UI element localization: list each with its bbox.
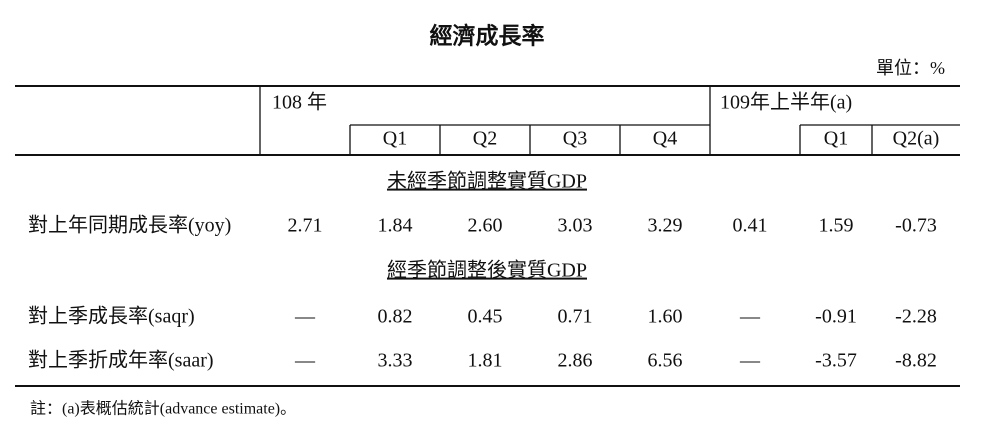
cell: 1.59 — [819, 215, 854, 237]
cell: 3.03 — [558, 215, 593, 237]
cell: 3.29 — [648, 215, 683, 237]
section-title: 未經季節調整實質GDP — [387, 170, 587, 193]
note: 註：(a)表概估統計(advance estimate)。 — [30, 400, 296, 418]
row-label: 對上年同期成長率(yoy) — [28, 214, 231, 237]
cell: 3.33 — [378, 350, 413, 372]
unit: 單位：% — [876, 58, 945, 78]
cell: 2.86 — [558, 350, 593, 372]
header-year: 109年上半年(a) — [720, 91, 852, 114]
cell: -2.28 — [895, 306, 937, 328]
row-label: 對上季成長率(saqr) — [28, 305, 195, 328]
cell: 2.71 — [288, 215, 323, 237]
section-title: 經季節調整後實質GDP — [387, 259, 587, 282]
cell: -3.57 — [815, 350, 857, 372]
header-quarter: Q3 — [563, 128, 587, 150]
cell: 0.71 — [558, 306, 593, 328]
header-quarter: Q1 — [383, 128, 407, 150]
cell: — — [739, 350, 761, 372]
cell: — — [294, 350, 316, 372]
cell: 0.82 — [378, 306, 413, 328]
cell: -8.82 — [895, 350, 937, 372]
header-quarter: Q2(a) — [893, 128, 940, 150]
header-quarter: Q4 — [653, 128, 677, 150]
header-quarter: Q2 — [473, 128, 497, 150]
cell: — — [294, 306, 316, 328]
cell: -0.91 — [815, 306, 857, 328]
cell: — — [739, 306, 761, 328]
cell: -0.73 — [895, 215, 937, 237]
cell: 2.60 — [468, 215, 503, 237]
cell: 0.45 — [468, 306, 503, 328]
cell: 1.81 — [468, 350, 503, 372]
cell: 1.84 — [378, 215, 413, 237]
title: 經濟成長率 — [430, 22, 545, 48]
cell: 0.41 — [733, 215, 768, 237]
header-year: 108 年 — [272, 91, 327, 114]
cell: 1.60 — [648, 306, 683, 328]
row-label: 對上季折成年率(saar) — [28, 349, 214, 372]
cell: 6.56 — [648, 350, 683, 372]
header-quarter: Q1 — [824, 128, 848, 150]
